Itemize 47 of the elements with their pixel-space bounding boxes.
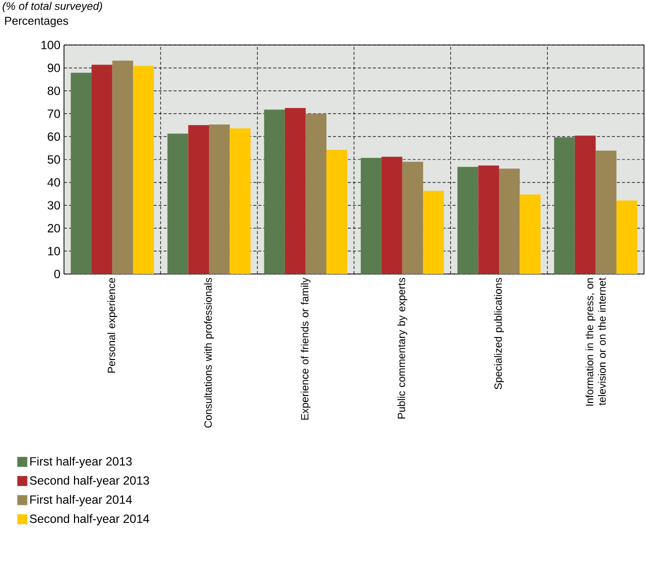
y-tick-label: 0: [54, 270, 60, 278]
bar: [284, 108, 306, 274]
x-tick-label: Consultations with professionals: [204, 278, 214, 428]
y-tick-label: 90: [48, 64, 60, 72]
y-axis-title: Percentages: [5, 16, 68, 28]
bar: [306, 114, 326, 274]
bar: [264, 110, 285, 274]
y-tick-label: 10: [48, 246, 60, 256]
bar: [423, 190, 444, 274]
bar: [596, 150, 616, 274]
bar: [478, 165, 500, 274]
bar: [499, 168, 520, 274]
x-tick-label: Personal experience: [107, 278, 118, 373]
legend-label: First half-year 2013: [30, 456, 132, 468]
bar: [554, 137, 575, 274]
bar: [360, 158, 382, 274]
bar: [520, 194, 541, 274]
bar: [616, 200, 638, 274]
legend-label: First half-year 2014: [30, 495, 132, 506]
bar: [70, 72, 92, 274]
bar: [326, 150, 348, 274]
bar: [167, 134, 188, 274]
y-tick-label: 60: [48, 132, 60, 141]
x-tick-label: Information in the press, on television or on the internet: [586, 278, 606, 406]
bar: [382, 156, 402, 274]
x-tick-label: Public commentary by experts: [397, 278, 408, 419]
bar: [112, 60, 134, 274]
y-tick-label: 30: [48, 201, 60, 210]
bar: [209, 124, 230, 274]
bar: [574, 136, 596, 274]
chart-subtitle: (% of total surveyed): [2, 2, 102, 12]
legend-label: Second half-year 2013: [30, 476, 150, 488]
legend-label: Second half-year 2014: [30, 514, 150, 526]
bar: [457, 166, 478, 274]
x-tick-label: Experience of friends or family: [300, 278, 311, 420]
y-tick-label: 100: [41, 40, 60, 50]
bar: [133, 66, 154, 274]
y-tick-label: 40: [47, 178, 60, 187]
y-tick-label: 50: [48, 155, 60, 164]
bar: [230, 128, 251, 274]
bar: [402, 162, 424, 274]
x-tick-label: Specialized publications: [494, 278, 504, 390]
bar: [188, 125, 209, 274]
y-tick-label: 20: [48, 224, 60, 232]
y-tick-label: 70: [48, 109, 60, 118]
bar: [92, 64, 112, 274]
y-tick-label: 80: [48, 86, 60, 96]
